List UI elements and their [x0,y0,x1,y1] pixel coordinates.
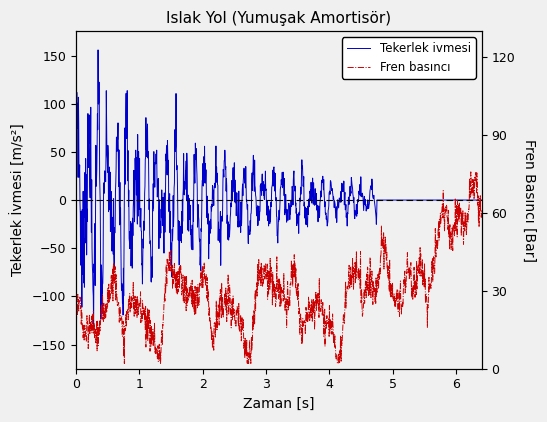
Fren basıncı [207,316,213,321]
Fren basıncı [371,291,378,296]
Fren basıncı [73,304,79,309]
Tekerlek ivmesi [109,249,115,254]
Tekerlek ivmesi [90,325,97,330]
Legend: Tekerlek ivmesi, Fren basıncı: Tekerlek ivmesi, Fren basıncı [342,38,476,78]
Tekerlek ivmesi [95,47,101,52]
Fren basıncı [170,265,176,270]
Fren basıncı [201,276,208,281]
Fren basıncı [108,273,115,278]
Fren basıncı [172,273,179,278]
Fren basıncı [121,361,127,366]
Tekerlek ivmesi [202,175,208,180]
Tekerlek ivmesi [173,91,179,96]
Title: Islak Yol (Yumuşak Amortisör): Islak Yol (Yumuşak Amortisör) [166,11,391,26]
Y-axis label: Tekerlek İvmesi [m/s²]: Tekerlek İvmesi [m/s²] [11,124,26,276]
Line: Fren basıncı: Fren basıncı [76,172,482,363]
Tekerlek ivmesi [170,193,177,198]
Tekerlek ivmesi [479,197,485,203]
Tekerlek ivmesi [207,217,214,222]
Fren basıncı [479,215,485,220]
Y-axis label: Fren Basıncı [Bar]: Fren Basıncı [Bar] [522,138,536,262]
Line: Tekerlek ivmesi: Tekerlek ivmesi [76,50,482,327]
Fren basıncı [468,169,474,174]
X-axis label: Zaman [s]: Zaman [s] [243,397,315,411]
Tekerlek ivmesi [372,204,379,209]
Tekerlek ivmesi [73,99,79,104]
